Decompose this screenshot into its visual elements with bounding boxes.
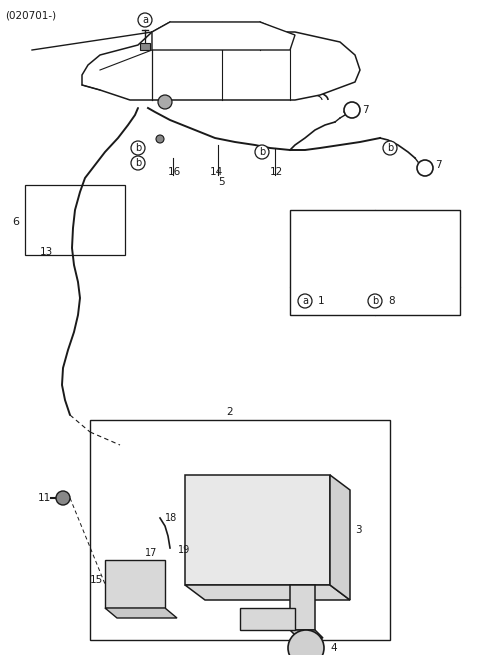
Circle shape	[131, 141, 145, 155]
Circle shape	[131, 156, 145, 170]
Circle shape	[255, 145, 269, 159]
Circle shape	[417, 160, 433, 176]
Bar	[240, 608, 295, 630]
Circle shape	[298, 294, 312, 308]
Bar	[290, 210, 460, 315]
Text: 7: 7	[362, 105, 369, 115]
Text: 14: 14	[210, 167, 223, 177]
Circle shape	[288, 630, 324, 655]
Text: 11: 11	[38, 493, 51, 503]
Text: 7: 7	[435, 160, 442, 170]
Circle shape	[158, 95, 172, 109]
Text: a: a	[302, 296, 308, 306]
Text: b: b	[135, 158, 141, 168]
Text: 5: 5	[218, 177, 225, 187]
Circle shape	[368, 294, 382, 308]
Text: a: a	[142, 15, 148, 25]
Circle shape	[138, 13, 152, 27]
Text: 19: 19	[178, 545, 190, 555]
Circle shape	[344, 102, 360, 118]
Text: 16: 16	[168, 167, 181, 177]
Text: 4: 4	[330, 643, 336, 653]
Text: b: b	[259, 147, 265, 157]
Bar	[90, 420, 390, 640]
Text: 3: 3	[355, 525, 361, 535]
Text: 9: 9	[125, 575, 132, 585]
Text: 8: 8	[388, 296, 395, 306]
Polygon shape	[290, 630, 323, 638]
Text: 15: 15	[90, 575, 103, 585]
Text: 17: 17	[145, 548, 157, 558]
Text: 1: 1	[318, 296, 324, 306]
Circle shape	[156, 135, 164, 143]
Bar	[25, 185, 125, 255]
Text: 18: 18	[165, 513, 177, 523]
Text: b: b	[135, 143, 141, 153]
Text: 12: 12	[270, 167, 283, 177]
Bar	[290, 585, 315, 630]
Polygon shape	[82, 32, 360, 100]
Polygon shape	[105, 608, 177, 618]
Bar	[185, 475, 330, 585]
Text: 13: 13	[40, 247, 53, 257]
Text: b: b	[387, 143, 393, 153]
Bar	[140, 43, 150, 50]
Polygon shape	[330, 475, 350, 600]
Polygon shape	[152, 22, 295, 50]
Text: 2: 2	[227, 407, 233, 417]
Bar	[105, 560, 165, 608]
Polygon shape	[185, 585, 350, 600]
Text: b: b	[372, 296, 378, 306]
Circle shape	[383, 141, 397, 155]
Text: (020701-): (020701-)	[5, 10, 56, 20]
Circle shape	[56, 491, 70, 505]
Text: 6: 6	[12, 217, 19, 227]
